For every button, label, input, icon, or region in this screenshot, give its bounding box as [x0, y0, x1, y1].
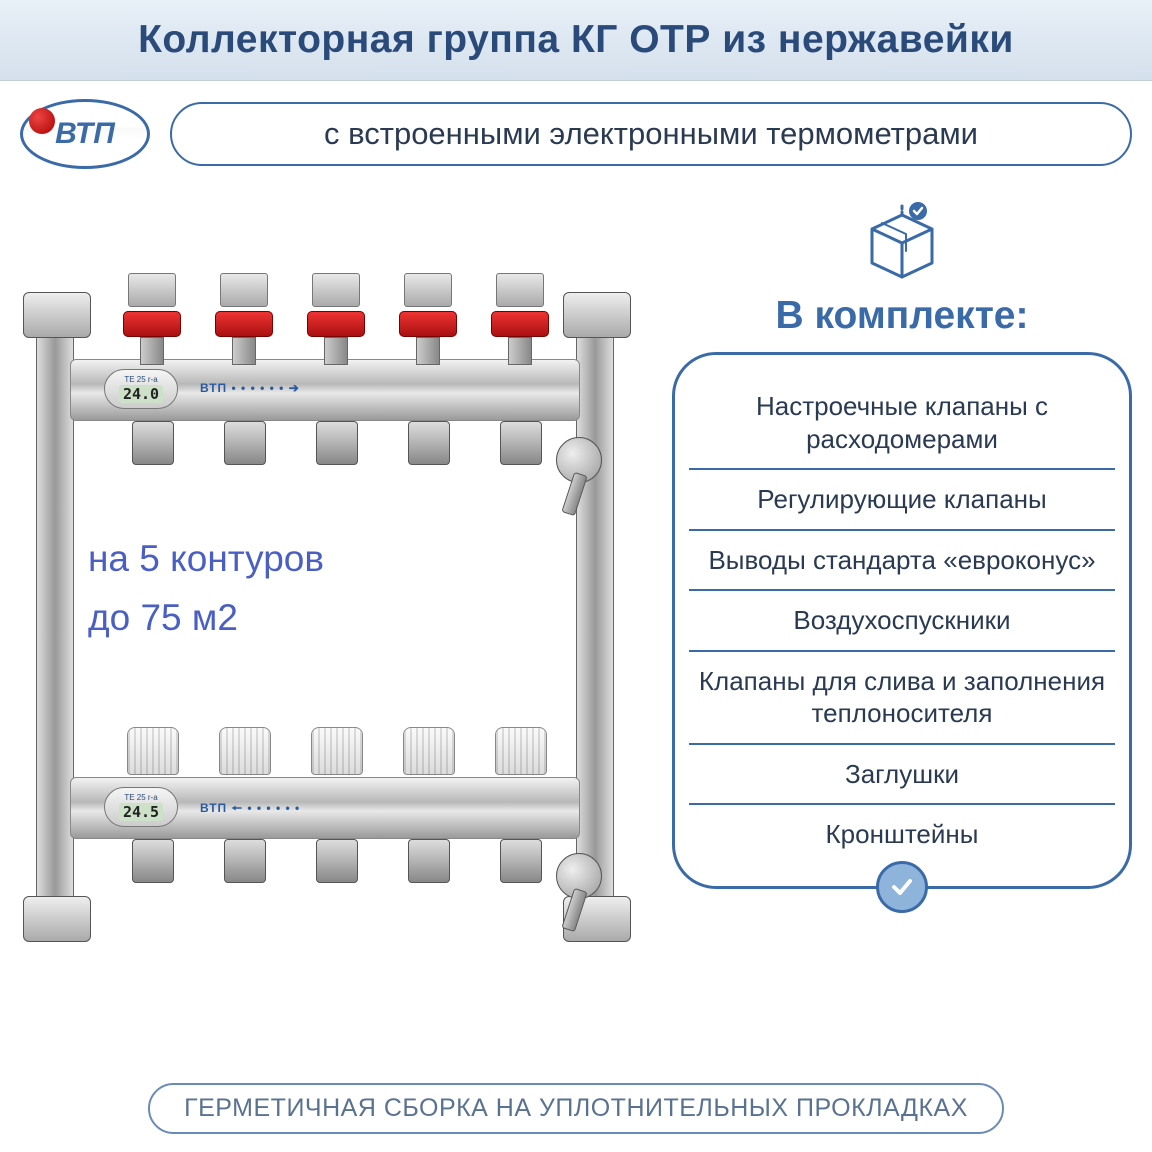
- check-badge-icon: [876, 861, 928, 913]
- side-panel: В комплекте: Настроечные клапаны с расхо…: [672, 189, 1132, 1039]
- thermo-label-top: TE 25 r-a: [124, 375, 157, 384]
- drain-valve-bottom: [556, 853, 602, 899]
- main-title: Коллекторная группа КГ ОТР из нержавейки: [10, 18, 1142, 62]
- outlet-top: [408, 421, 450, 465]
- outlet-bottom: [224, 839, 266, 883]
- drain-valve-top: [556, 437, 602, 483]
- control-knob: [495, 727, 547, 775]
- mount-bracket-left: [36, 325, 74, 909]
- feature-item: Заглушки: [689, 743, 1115, 804]
- subtitle-pill: с встроенными электронными термометрами: [170, 102, 1132, 166]
- spec-line-1: на 5 контуров: [88, 529, 324, 588]
- panel-title: В комплекте:: [776, 294, 1029, 338]
- control-knob: [403, 727, 455, 775]
- flowmeter: [496, 273, 544, 365]
- product-panel: TE 25 r-a 24.0 TE 25 r-a 24.5 ВТП • • • …: [0, 189, 662, 1039]
- thermometer-top: TE 25 r-a 24.0: [104, 369, 178, 409]
- flowmeter: [404, 273, 452, 365]
- flowmeter: [312, 273, 360, 365]
- control-knob: [219, 727, 271, 775]
- outlet-bottom: [132, 839, 174, 883]
- outlet-bottom: [316, 839, 358, 883]
- brand-logo: ВТП: [20, 99, 150, 169]
- subtitle-text: с встроенными электронными термометрами: [324, 116, 978, 151]
- brand-logo-text: ВТП: [55, 117, 115, 151]
- feature-box: Настроечные клапаны с расходомерамиРегул…: [672, 352, 1132, 889]
- outlet-bottom: [500, 839, 542, 883]
- outlet-top: [132, 421, 174, 465]
- spec-overlay: на 5 контуров до 75 м2: [88, 529, 324, 647]
- footer-pill: ГЕРМЕТИЧНАЯ СБОРКА НА УПЛОТНИТЕЛЬНЫХ ПРО…: [148, 1083, 1004, 1134]
- flowmeter: [128, 273, 176, 365]
- main-area: TE 25 r-a 24.0 TE 25 r-a 24.5 ВТП • • • …: [0, 179, 1152, 1039]
- feature-item: Настроечные клапаны с расходомерами: [689, 377, 1115, 468]
- spec-line-2: до 75 м2: [88, 588, 324, 647]
- feature-item: Кронштейны: [689, 803, 1115, 864]
- footer-text: ГЕРМЕТИЧНАЯ СБОРКА НА УПЛОТНИТЕЛЬНЫХ ПРО…: [184, 1094, 968, 1122]
- feature-item: Воздухоспускники: [689, 589, 1115, 650]
- flowmeter: [220, 273, 268, 365]
- outlet-bottom: [408, 839, 450, 883]
- subtitle-row: ВТП с встроенными электронными термометр…: [0, 81, 1152, 179]
- footer-bar: ГЕРМЕТИЧНАЯ СБОРКА НА УПЛОТНИТЕЛЬНЫХ ПРО…: [0, 1083, 1152, 1134]
- header-bar: Коллекторная группа КГ ОТР из нержавейки: [0, 0, 1152, 81]
- control-knob: [127, 727, 179, 775]
- outlet-top: [500, 421, 542, 465]
- outlet-top: [224, 421, 266, 465]
- control-knob: [311, 727, 363, 775]
- bar-label-bot: ВТП 🠔 • • • • • •: [200, 799, 300, 820]
- outlet-top: [316, 421, 358, 465]
- feature-item: Регулирующие клапаны: [689, 468, 1115, 529]
- thermo-value-bot: 24.5: [119, 803, 163, 821]
- package-icon: [860, 199, 944, 284]
- bar-label-top: ВТП • • • • • • ➔: [200, 381, 300, 395]
- thermo-label-bot: TE 25 r-a: [124, 793, 157, 802]
- mount-bracket-right: [576, 325, 614, 909]
- thermo-value-top: 24.0: [119, 385, 163, 403]
- feature-item: Клапаны для слива и заполнения теплоноси…: [689, 650, 1115, 743]
- thermometer-bottom: TE 25 r-a 24.5: [104, 787, 178, 827]
- feature-item: Выводы стандарта «евроконус»: [689, 529, 1115, 590]
